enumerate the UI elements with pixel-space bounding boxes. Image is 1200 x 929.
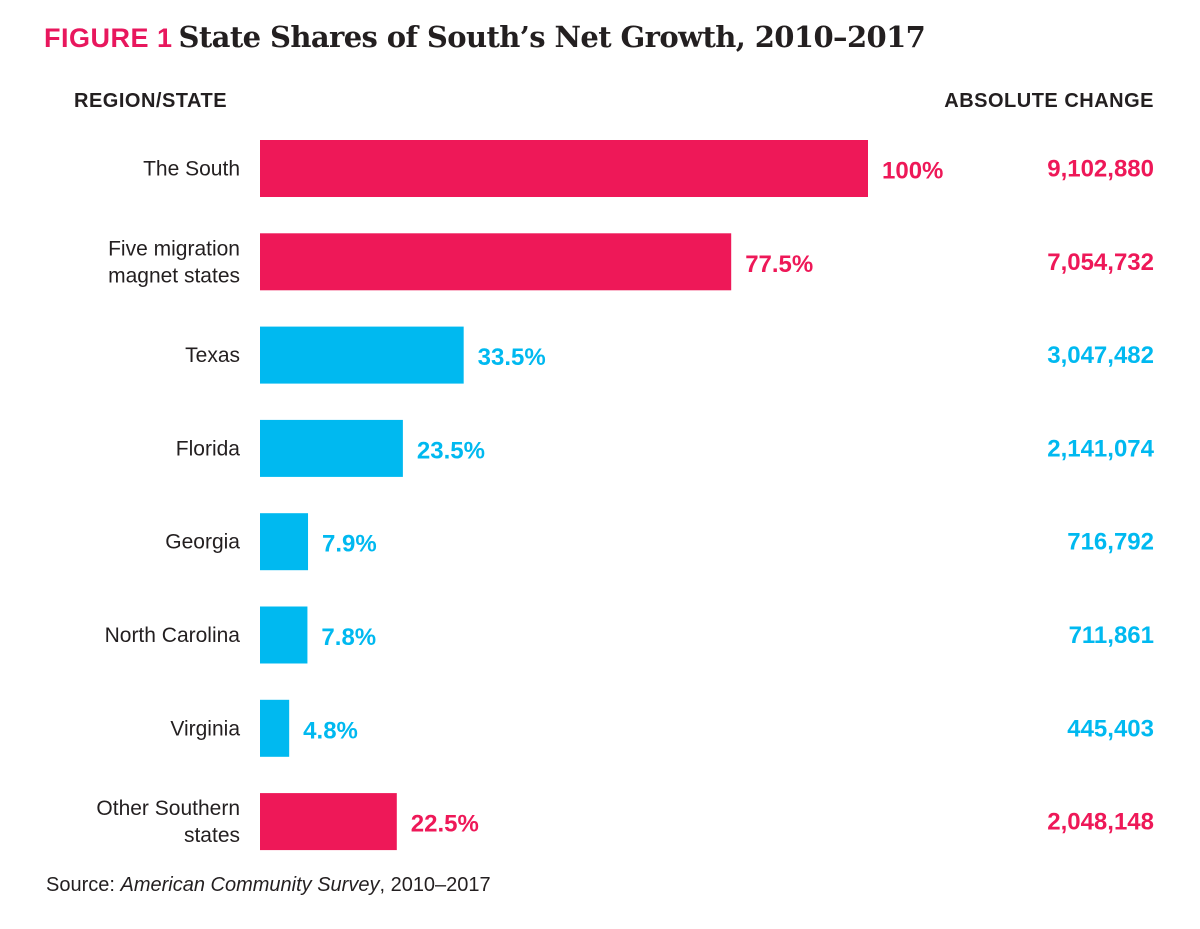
source-suffix: , 2010–2017 (379, 874, 491, 896)
absolute-change-value: 3,047,482 (1047, 342, 1154, 369)
bar (260, 606, 308, 664)
value-label: 7.8% (321, 624, 376, 651)
bar (260, 140, 868, 197)
category-label: North Carolina (105, 624, 241, 647)
value-label: 22.5% (411, 811, 479, 838)
category-label: Five migration magnet states (108, 237, 240, 287)
category-label: Georgia (165, 531, 240, 554)
absolute-change-value: 716,792 (1067, 529, 1154, 556)
source-prefix: Source: (46, 874, 121, 896)
bar (260, 326, 464, 384)
absolute-change-value: 2,048,148 (1047, 809, 1154, 836)
absolute-change-value: 2,141,074 (1047, 435, 1154, 462)
category-label: Texas (185, 344, 240, 367)
figure-label: FIGURE 1 (44, 23, 173, 53)
category-label: Other Southern states (96, 797, 240, 847)
value-label: 33.5% (478, 344, 546, 371)
category-label: Virginia (170, 717, 240, 740)
source-italic: American Community Survey (120, 874, 380, 896)
region-state-header: REGION/STATE (74, 90, 228, 112)
value-label: 23.5% (417, 437, 485, 464)
bar (260, 793, 397, 851)
source-note: Source: American Community Survey, 2010–… (46, 874, 491, 897)
bar (260, 419, 403, 477)
chart-title: State Shares of South’s Net Growth, 2010… (178, 20, 926, 54)
figure-title: FIGURE 1 State Shares of South’s Net Grow… (44, 20, 926, 54)
bar (260, 233, 732, 291)
value-label: 7.9% (322, 531, 377, 558)
bar (260, 699, 290, 757)
bar (260, 513, 309, 571)
category-label: The South (143, 158, 240, 181)
category-label: Florida (176, 437, 241, 460)
value-label: 4.8% (303, 717, 358, 744)
absolute-change-header: ABSOLUTE CHANGE (944, 90, 1154, 112)
value-label: 100% (882, 158, 943, 185)
absolute-change-value: 711,861 (1069, 622, 1154, 649)
absolute-change-value: 9,102,880 (1047, 156, 1154, 183)
value-label: 77.5% (745, 251, 813, 278)
absolute-change-value: 7,054,732 (1047, 249, 1154, 276)
absolute-change-value: 445,403 (1067, 715, 1154, 742)
